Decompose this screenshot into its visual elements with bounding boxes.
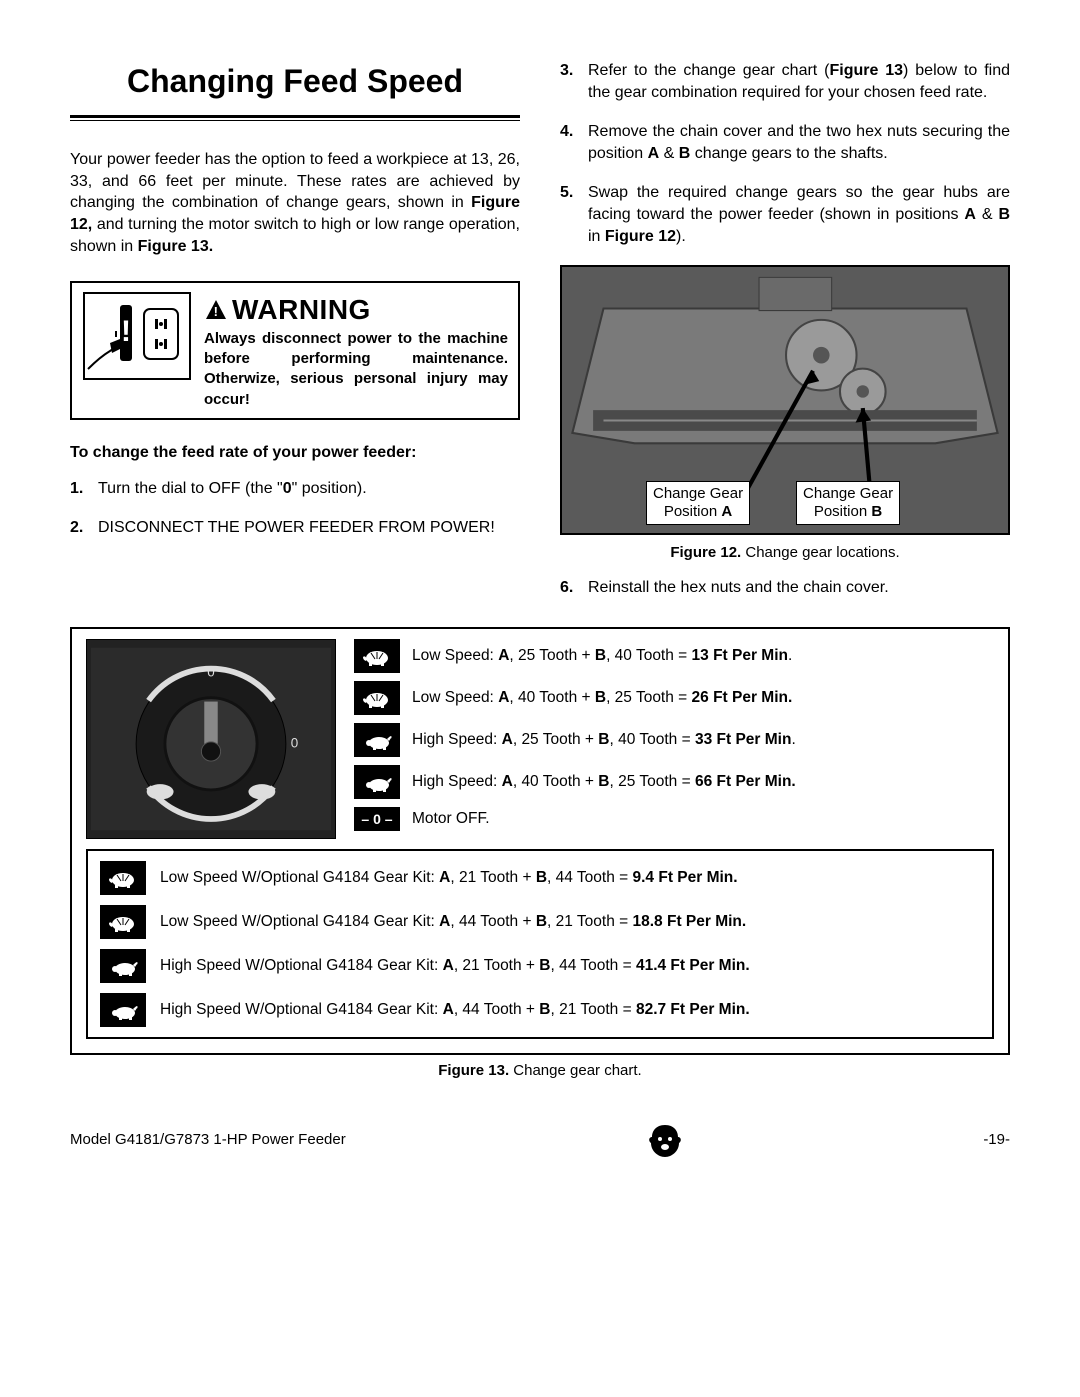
step-text: Swap the required change gears so the ge… xyxy=(588,182,1010,247)
warning-box: ! ! xyxy=(70,281,520,420)
figure-12: Change GearPosition A Change GearPositio… xyxy=(560,265,1010,535)
speed-chart-row: Low Speed: A, 40 Tooth + B, 25 Tooth = 2… xyxy=(354,681,994,715)
figure-13-box: 0 0 Low Speed: A, 25 Tooth + B, 40 Tooth… xyxy=(70,627,1010,1055)
motor-off-icon: – 0 – xyxy=(354,807,400,831)
rabbit-icon xyxy=(354,765,400,799)
speed-chart-text: High Speed: A, 25 Tooth + B, 40 Tooth = … xyxy=(412,730,796,751)
intro-paragraph: Your power feeder has the option to feed… xyxy=(70,149,520,257)
footer-model: Model G4181/G7873 1-HP Power Feeder xyxy=(70,1130,346,1150)
grizzly-logo-icon xyxy=(646,1121,684,1159)
right-column: 3.Refer to the change gear chart (Figure… xyxy=(560,60,1010,617)
page-title: Changing Feed Speed xyxy=(70,60,520,103)
left-column: Changing Feed Speed Your power feeder ha… xyxy=(70,60,520,617)
page-footer: Model G4181/G7873 1-HP Power Feeder -19- xyxy=(70,1121,1010,1159)
svg-text:0: 0 xyxy=(291,736,298,751)
warning-triangle-icon: ! xyxy=(204,298,228,322)
rabbit-icon xyxy=(354,723,400,757)
rabbit-icon xyxy=(100,949,146,983)
speed-rows-top: Low Speed: A, 25 Tooth + B, 40 Tooth = 1… xyxy=(354,639,994,839)
turtle-icon xyxy=(100,905,146,939)
speed-chart-row: Low Speed: A, 25 Tooth + B, 40 Tooth = 1… xyxy=(354,639,994,673)
chart-top-section: 0 0 Low Speed: A, 25 Tooth + B, 40 Tooth… xyxy=(86,639,994,839)
warning-heading: ! WARNING xyxy=(204,291,508,329)
speed-chart-row: High Speed: A, 25 Tooth + B, 40 Tooth = … xyxy=(354,723,994,757)
step-number: 6. xyxy=(560,577,588,599)
steps-right-list: 3.Refer to the change gear chart (Figure… xyxy=(560,60,1010,247)
footer-page-number: -19- xyxy=(983,1130,1010,1150)
turtle-icon xyxy=(354,681,400,715)
step-number: 5. xyxy=(560,182,588,247)
steps-left-list: 1.Turn the dial to OFF (the "0" position… xyxy=(70,478,520,539)
gear-illustration xyxy=(562,267,1008,547)
label-position-b: Change GearPosition B xyxy=(796,481,900,525)
two-column-layout: Changing Feed Speed Your power feeder ha… xyxy=(70,60,1010,617)
figure-13-caption: Figure 13. Change gear chart. xyxy=(70,1061,1010,1081)
step-text: Turn the dial to OFF (the "0" position). xyxy=(98,478,520,500)
unplug-icon: ! xyxy=(82,291,192,388)
speed-chart-text: Low Speed: A, 40 Tooth + B, 25 Tooth = 2… xyxy=(412,688,792,709)
step-text: Reinstall the hex nuts and the chain cov… xyxy=(588,577,1010,599)
speed-chart-row: Low Speed W/Optional G4184 Gear Kit: A, … xyxy=(100,861,980,895)
step-text: DISCONNECT THE POWER FEEDER FROM POWER! xyxy=(98,517,520,539)
rabbit-icon xyxy=(100,993,146,1027)
list-item: 2.DISCONNECT THE POWER FEEDER FROM POWER… xyxy=(70,517,520,539)
warning-body: Always disconnect power to the machine b… xyxy=(204,329,508,410)
list-item: 5.Swap the required change gears so the … xyxy=(560,182,1010,247)
speed-chart-row: Low Speed W/Optional G4184 Gear Kit: A, … xyxy=(100,905,980,939)
page: Changing Feed Speed Your power feeder ha… xyxy=(70,60,1010,1159)
speed-chart-row: High Speed: A, 40 Tooth + B, 25 Tooth = … xyxy=(354,765,994,799)
title-rule xyxy=(70,115,520,121)
speed-chart-text: Low Speed W/Optional G4184 Gear Kit: A, … xyxy=(160,868,738,889)
svg-text:!: ! xyxy=(214,304,219,319)
step-text: Refer to the change gear chart (Figure 1… xyxy=(588,60,1010,103)
warning-text: ! WARNING Always disconnect power to the… xyxy=(204,291,508,410)
turtle-icon xyxy=(354,639,400,673)
speed-chart-text: Motor OFF. xyxy=(412,809,490,830)
speed-chart-text: Low Speed W/Optional G4184 Gear Kit: A, … xyxy=(160,912,746,933)
step-6: 6. Reinstall the hex nuts and the chain … xyxy=(560,577,1010,599)
speed-chart-text: High Speed W/Optional G4184 Gear Kit: A,… xyxy=(160,956,750,977)
turtle-icon xyxy=(100,861,146,895)
speed-chart-row: – 0 – Motor OFF. xyxy=(354,807,994,831)
step-number: 3. xyxy=(560,60,588,103)
list-item: 6. Reinstall the hex nuts and the chain … xyxy=(560,577,1010,599)
optional-gear-kit-box: Low Speed W/Optional G4184 Gear Kit: A, … xyxy=(86,849,994,1039)
list-item: 3.Refer to the change gear chart (Figure… xyxy=(560,60,1010,103)
warning-heading-text: WARNING xyxy=(232,291,371,329)
speed-chart-row: High Speed W/Optional G4184 Gear Kit: A,… xyxy=(100,993,980,1027)
step-number: 4. xyxy=(560,121,588,164)
speed-chart-row: High Speed W/Optional G4184 Gear Kit: A,… xyxy=(100,949,980,983)
step-number: 1. xyxy=(70,478,98,500)
speed-chart-text: High Speed W/Optional G4184 Gear Kit: A,… xyxy=(160,1000,750,1021)
step-text: Remove the chain cover and the two hex n… xyxy=(588,121,1010,164)
label-position-a: Change GearPosition A xyxy=(646,481,750,525)
dial-photo: 0 0 xyxy=(86,639,336,839)
step-number: 2. xyxy=(70,517,98,539)
svg-text:0: 0 xyxy=(207,665,214,680)
list-item: 1.Turn the dial to OFF (the "0" position… xyxy=(70,478,520,500)
speed-chart-text: High Speed: A, 40 Tooth + B, 25 Tooth = … xyxy=(412,772,796,793)
speed-chart-text: Low Speed: A, 25 Tooth + B, 40 Tooth = 1… xyxy=(412,646,792,667)
list-item: 4.Remove the chain cover and the two hex… xyxy=(560,121,1010,164)
steps-heading: To change the feed rate of your power fe… xyxy=(70,442,520,464)
